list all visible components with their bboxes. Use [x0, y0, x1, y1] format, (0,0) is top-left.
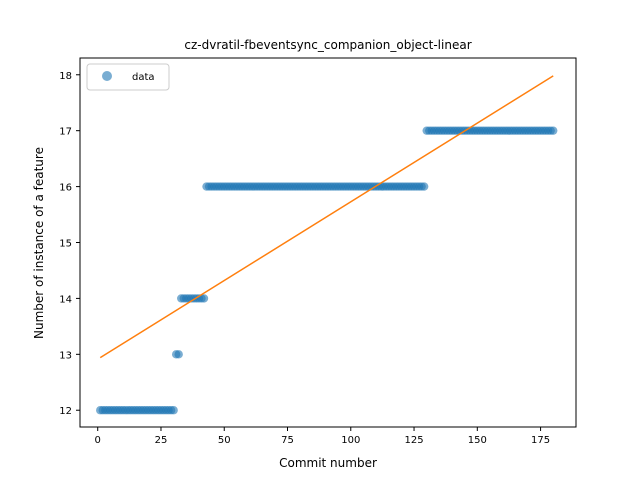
- y-tick-label: 13: [59, 350, 72, 361]
- y-tick-label: 17: [59, 127, 72, 138]
- plot-area: [96, 75, 558, 415]
- y-tick-label: 14: [59, 294, 72, 305]
- data-point: [174, 350, 183, 359]
- x-axis-title: Commit number: [279, 456, 377, 470]
- x-tick-label: 50: [218, 435, 231, 446]
- x-tick-label: 125: [404, 435, 423, 446]
- data-point: [549, 126, 558, 135]
- data-point: [169, 406, 178, 415]
- y-tick-label: 16: [59, 183, 72, 194]
- x-tick-label: 25: [155, 435, 168, 446]
- y-axis-title: Number of instance of a feature: [32, 147, 46, 339]
- legend-box: [86, 63, 170, 91]
- x-axis: 0 25 50 75 100 125 150 175: [95, 427, 550, 446]
- legend: data: [86, 63, 170, 91]
- legend-label-data: data: [132, 72, 155, 83]
- x-tick-label: 75: [281, 435, 294, 446]
- y-tick-label: 18: [59, 71, 72, 82]
- y-tick-label: 15: [59, 239, 72, 250]
- y-axis: 12 13 14 15 16 17 18: [59, 71, 80, 417]
- x-tick-label: 100: [341, 435, 360, 446]
- x-tick-label: 175: [531, 435, 550, 446]
- chart-title: cz-dvratil-fbeventsync_companion_object-…: [184, 38, 471, 52]
- x-tick-label: 0: [95, 435, 101, 446]
- data-point: [199, 294, 209, 303]
- x-tick-label: 150: [468, 435, 487, 446]
- y-tick-label: 12: [59, 406, 72, 417]
- fit-line: [99, 75, 554, 359]
- data-point: [419, 182, 429, 191]
- legend-marker-data: [102, 71, 112, 81]
